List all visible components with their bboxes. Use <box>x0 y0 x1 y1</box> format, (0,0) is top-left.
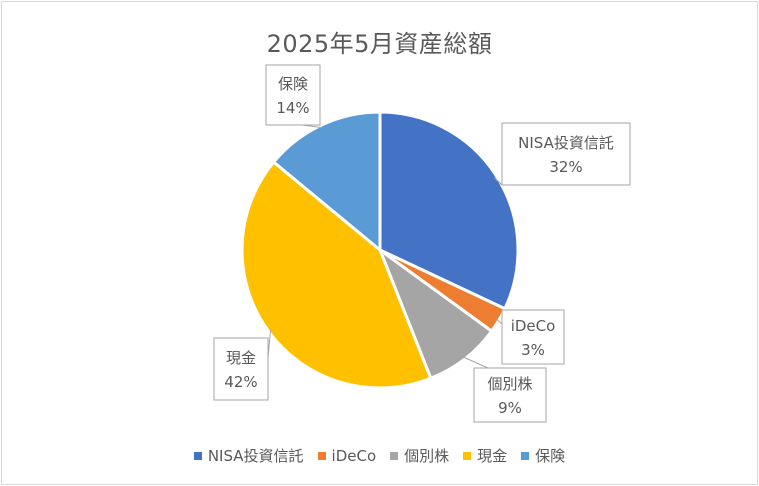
leader-line <box>493 177 503 186</box>
callout-box <box>213 337 269 401</box>
legend-item: 保険 <box>521 445 565 466</box>
pie-slice <box>240 159 433 390</box>
legend-item: 個別株 <box>390 445 449 466</box>
data-label-category: NISA投資信託 <box>518 134 614 152</box>
legend: NISA投資信託 iDeCo 個別株 現金 保険 <box>2 445 757 466</box>
pie-callouts: NISA投資信託 32% iDeCo 3% 個別株 9% 現金 42% 保険 14% <box>213 64 631 423</box>
legend-swatch <box>390 451 399 460</box>
legend-swatch <box>463 451 472 460</box>
data-label-category: 現金 <box>226 349 256 367</box>
legend-swatch <box>317 451 326 460</box>
callout-box <box>473 367 547 423</box>
pie-slice <box>378 110 520 311</box>
data-label-category: 個別株 <box>487 375 532 393</box>
leader-line <box>496 318 503 325</box>
legend-swatch <box>521 451 530 460</box>
legend-item: iDeCo <box>317 446 377 465</box>
data-label-category: 保険 <box>278 75 308 93</box>
legend-label: 現金 <box>477 447 508 465</box>
leader-line <box>462 356 489 369</box>
chart-title: 2025年5月資産総額 <box>266 30 493 58</box>
data-label-percent: 14% <box>276 99 309 117</box>
legend-item: 現金 <box>463 445 507 466</box>
legend-label: 保険 <box>535 447 566 465</box>
data-label-percent: 32% <box>549 158 582 176</box>
pie-slices <box>240 110 520 390</box>
callout-box <box>265 64 321 126</box>
data-label-percent: 9% <box>498 399 522 417</box>
legend-label: iDeCo <box>331 446 377 465</box>
legend-swatch <box>193 451 202 460</box>
data-label-category: iDeCo <box>511 317 556 335</box>
data-label-percent: 3% <box>521 341 545 359</box>
pie-slice <box>271 110 382 254</box>
callout-box <box>501 309 565 365</box>
legend-label: 個別株 <box>404 447 450 465</box>
legend-label: NISA投資信託 <box>207 447 304 465</box>
callout-box <box>501 122 631 186</box>
legend-item: NISA投資信託 <box>193 445 304 466</box>
data-label-percent: 42% <box>224 373 257 391</box>
